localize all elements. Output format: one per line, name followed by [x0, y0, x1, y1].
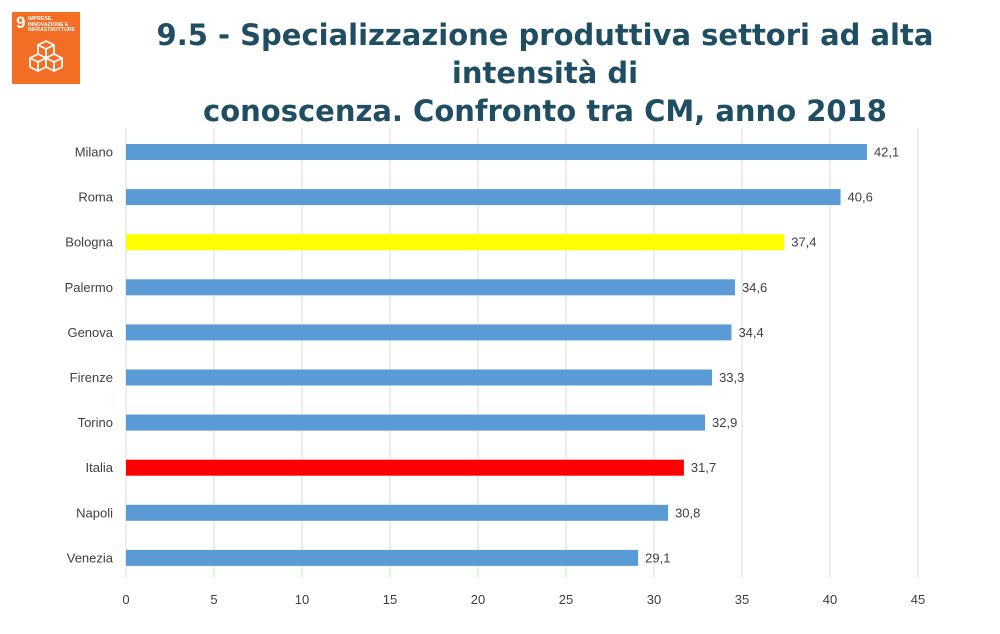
bar-roma — [126, 189, 841, 206]
x-tick-label: 45 — [911, 592, 925, 607]
value-label: 34,6 — [742, 280, 767, 295]
cubes-icon — [29, 40, 63, 72]
x-tick-label: 0 — [122, 592, 129, 607]
value-label: 37,4 — [791, 235, 816, 250]
value-label: 33,3 — [719, 370, 744, 385]
x-tick-label: 30 — [647, 592, 661, 607]
bars — [126, 144, 867, 566]
bar-genova — [126, 324, 732, 341]
value-label: 34,4 — [738, 325, 763, 340]
category-label: Torino — [78, 415, 113, 430]
category-label: Venezia — [67, 550, 114, 565]
bar-firenze — [126, 369, 713, 386]
category-label: Roma — [78, 190, 113, 205]
bar-italia — [126, 459, 684, 476]
value-labels: 42,1 40,6 37,4 34,6 34,4 33,3 32,9 31,7 30,8 29,1 — [645, 145, 899, 566]
value-label: 40,6 — [848, 190, 873, 205]
x-tick-label: 20 — [471, 592, 485, 607]
category-label: Firenze — [70, 370, 113, 385]
bar-bologna — [126, 234, 785, 251]
bar-venezia — [126, 549, 639, 566]
x-tick-label: 25 — [559, 592, 573, 607]
sdg-9-logo: 9 IMPRESE, INNOVAZIONE E INFRASTRUTTURE — [12, 12, 80, 84]
x-tick-label: 40 — [823, 592, 837, 607]
sdg-goal-text: IMPRESE, INNOVAZIONE E INFRASTRUTTURE — [28, 16, 75, 33]
value-label: 31,7 — [691, 460, 716, 475]
category-label: Napoli — [76, 505, 113, 520]
sdg-number: 9 — [16, 13, 26, 32]
bar-napoli — [126, 504, 669, 521]
category-label: Milano — [75, 145, 113, 160]
bar-torino — [126, 414, 706, 431]
category-label: Palermo — [65, 280, 113, 295]
x-tick-label: 5 — [210, 592, 217, 607]
bar-milano — [126, 144, 867, 160]
category-label: Italia — [86, 460, 114, 475]
value-label: 42,1 — [874, 145, 899, 160]
category-label: Bologna — [65, 235, 113, 250]
category-labels: Milano Roma Bologna Palermo Genova Firenze Tor… — [65, 145, 114, 566]
value-label: 30,8 — [675, 505, 700, 520]
x-tick-label: 10 — [295, 592, 309, 607]
value-label: 29,1 — [645, 550, 670, 565]
title-line-1: 9.5 - Specializzazione produttiva settor… — [156, 18, 934, 90]
x-tick-label: 15 — [383, 592, 397, 607]
x-tick-label: 35 — [735, 592, 749, 607]
chart-title: 9.5 - Specializzazione produttiva settor… — [100, 16, 990, 130]
x-axis-ticks: 0 5 10 15 20 25 30 35 40 45 — [122, 592, 925, 607]
category-label: Genova — [67, 325, 113, 340]
title-line-2: conoscenza. Confronto tra CM, anno 2018 — [203, 94, 887, 128]
value-label: 32,9 — [712, 415, 737, 430]
bar-palermo — [126, 279, 735, 296]
